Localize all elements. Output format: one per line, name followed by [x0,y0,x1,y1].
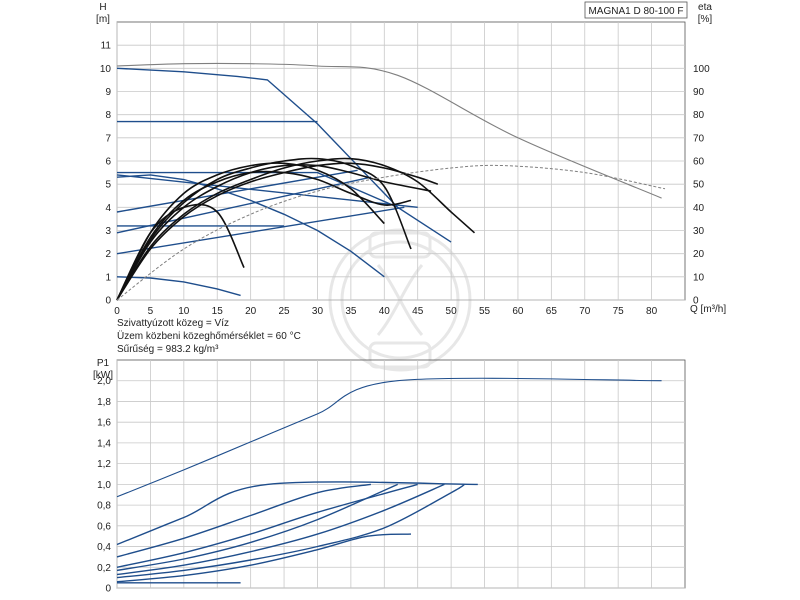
head-axis-unit: [m] [96,14,110,25]
power-curve [116,483,398,572]
head-tick-label: 5 [105,180,111,191]
power-tick-label: 0 [105,584,111,595]
power-series [116,377,662,584]
head-setting-curve [116,174,385,278]
eta-tick-label: 80 [693,110,705,121]
fluid-info-density: Sűrűség = 983.2 kg/m³ [117,344,219,355]
head-series [116,62,666,301]
x-tick-label: 15 [212,306,224,317]
power-curve [116,483,465,579]
fluid-info-temperature: Üzem közbeni közeghőmérséklet = 60 °C [117,330,301,342]
x-tick-label: 5 [148,306,154,317]
power-tick-label: 0,6 [97,521,111,532]
x-tick-label: 0 [114,306,120,317]
eta-tick-label: 50 [693,180,705,191]
head-tick-label: 6 [105,157,111,168]
power-curve [116,533,412,583]
x-tick-label: 30 [312,306,324,317]
head-tick-label: 7 [105,133,111,144]
power-tick-label: 1,0 [97,480,111,491]
head-tick-label: 9 [105,87,111,98]
head-setting-curve [116,206,405,255]
head-tick-label: 4 [105,203,111,214]
eta-tick-label: 20 [693,249,705,260]
power-tick-label: 1,2 [97,459,111,470]
x-tick-label: 45 [412,306,424,317]
x-tick-label: 25 [278,306,290,317]
efficiency-curve [116,157,476,301]
x-tick-label: 80 [646,306,658,317]
eta-tick-label: 30 [693,226,705,237]
power-ticks: 0 0,2 0,4 0,6 0,8 1,0 1,2 1,4 1,6 1,8 2,0 [97,376,111,594]
eta-tick-label: 40 [693,203,705,214]
head-ticks: 0 5 10 15 20 25 30 35 40 45 50 55 60 65 70 75 8001234567… [100,41,710,317]
head-tick-label: 8 [105,110,111,121]
x-tick-label: 55 [479,306,491,317]
head-tick-label: 0 [105,296,111,307]
power-curve [116,481,478,546]
eta-tick-label: 60 [693,157,705,168]
eta-tick-label: 10 [693,272,705,283]
head-min-curve [116,276,241,297]
power-tick-label: 0,4 [97,542,111,553]
efficiency-curve [116,170,412,301]
x-tick-label: 40 [379,306,391,317]
eta-tick-label: 90 [693,87,705,98]
head-setting-curve [116,169,358,213]
power-max-curve [116,377,662,498]
power-tick-label: 0,2 [97,563,111,574]
head-setting-curve [116,176,372,234]
power-axis-unit: [kW] [93,370,113,381]
power-tick-label: 1,8 [97,397,111,408]
power-axis-label: P1 [97,358,110,369]
x-tick-label: 75 [613,306,625,317]
power-curve [116,483,418,568]
eta-tick-label: 70 [693,133,705,144]
power-tick-label: 2,0 [97,376,111,387]
head-axis-label: H [99,2,106,13]
eta-axis-unit: [%] [698,14,713,25]
x-tick-label: 50 [446,306,458,317]
head-setting-curve [117,171,398,208]
head-tick-label: 2 [105,249,111,260]
head-setting-curve [116,174,418,208]
flow-axis-label: Q [m³/h] [690,304,726,315]
power-tick-label: 1,4 [97,438,111,449]
head-tick-label: 1 [105,272,111,283]
head-tick-label: 11 [101,41,112,52]
fluid-info-medium: Szivattyúzott közeg = Víz [117,318,229,329]
efficiency-max-curve [116,62,662,199]
x-tick-label: 60 [512,306,524,317]
x-tick-label: 70 [579,306,591,317]
efficiency-curve [116,203,245,301]
eta-tick-label: 0 [693,296,699,307]
power-plot-frame [116,359,686,589]
power-grid [116,360,685,589]
power-tick-label: 0,8 [97,501,111,512]
power-curve [116,483,372,558]
eta-tick-label: 100 [693,64,710,75]
head-tick-label: 3 [105,226,111,237]
efficiency-curve [116,163,432,301]
x-tick-label: 20 [245,306,257,317]
chart-title: MAGNA1 D 80-100 F [588,6,683,17]
x-tick-label: 10 [178,306,190,317]
head-tick-label: 10 [100,64,112,75]
title-box [584,1,688,19]
power-curve [116,483,445,576]
x-tick-label: 35 [345,306,357,317]
power-tick-label: 1,6 [97,418,111,429]
x-tick-label: 65 [546,306,558,317]
eta-axis-label: eta [698,2,712,13]
efficiency-curve [116,162,385,301]
